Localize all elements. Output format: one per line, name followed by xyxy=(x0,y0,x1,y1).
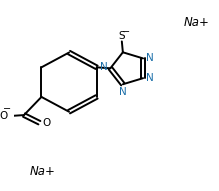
Text: −: − xyxy=(122,27,130,37)
Text: N: N xyxy=(119,87,127,97)
Text: −: − xyxy=(3,104,11,114)
Text: O: O xyxy=(42,118,51,128)
Text: Na+: Na+ xyxy=(184,16,210,29)
Text: Na+: Na+ xyxy=(30,165,56,178)
Text: N: N xyxy=(146,53,154,63)
Text: N: N xyxy=(100,62,108,72)
Text: S: S xyxy=(118,31,125,41)
Text: O: O xyxy=(0,111,7,121)
Text: N: N xyxy=(146,73,154,83)
